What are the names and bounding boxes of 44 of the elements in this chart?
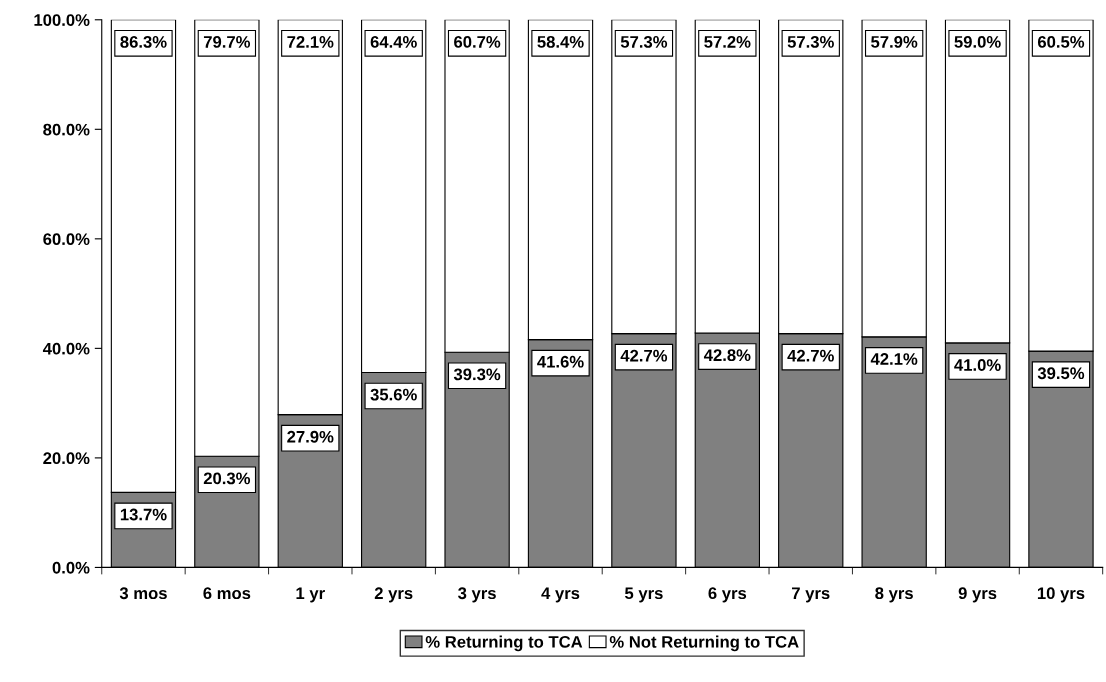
data-label: 13.7% bbox=[120, 508, 167, 521]
x-tick-label: 4 yrs bbox=[541, 587, 580, 603]
x-tick-label: 8 yrs bbox=[875, 587, 913, 603]
x-tick-label: 7 yrs bbox=[792, 587, 830, 603]
data-label: 58.4% bbox=[537, 36, 584, 48]
x-tick-label: 6 yrs bbox=[708, 587, 747, 603]
legend-label: % Returning to TCA bbox=[425, 635, 583, 652]
data-label: 57.9% bbox=[871, 36, 918, 48]
data-label: 57.3% bbox=[620, 36, 668, 48]
data-label: 39.5% bbox=[1037, 367, 1085, 380]
legend-label: % Not Returning to TCA bbox=[609, 635, 799, 652]
data-label: 20.3% bbox=[203, 472, 251, 485]
data-label: 42.7% bbox=[787, 349, 834, 362]
data-label: 86.3% bbox=[120, 36, 167, 48]
x-tick-label: 3 yrs bbox=[458, 587, 496, 603]
y-tick-label: 60.0% bbox=[43, 233, 90, 246]
data-label: 57.3% bbox=[787, 36, 834, 48]
data-label: 59.0% bbox=[954, 36, 1001, 48]
x-tick-label: 6 mos bbox=[203, 587, 251, 600]
x-tick-label: 10 yrs bbox=[1037, 587, 1085, 603]
data-label: 60.5% bbox=[1037, 36, 1085, 48]
y-tick-label: 80.0% bbox=[43, 123, 90, 136]
x-tick-label: 9 yrs bbox=[958, 587, 997, 603]
data-label: 79.7% bbox=[203, 36, 251, 48]
data-label: 41.6% bbox=[537, 355, 584, 368]
data-label: 72.1% bbox=[287, 36, 334, 48]
x-tick-label: 5 yrs bbox=[624, 587, 663, 603]
data-label: 60.7% bbox=[454, 36, 501, 48]
data-label: 64.4% bbox=[370, 36, 417, 48]
data-label: 41.0% bbox=[954, 359, 1001, 371]
y-tick-label: 40.0% bbox=[42, 342, 90, 355]
data-label: 42.1% bbox=[870, 353, 918, 365]
data-label: 39.3% bbox=[453, 368, 501, 381]
x-tick-label: 3 mos bbox=[119, 587, 167, 600]
data-label: 42.7% bbox=[620, 349, 668, 362]
x-tick-label: 2 yrs bbox=[374, 587, 413, 603]
data-label: 42.8% bbox=[703, 349, 751, 362]
y-tick-label: 0.0% bbox=[52, 561, 90, 574]
data-label: 27.9% bbox=[287, 430, 334, 443]
y-tick-label: 20.0% bbox=[43, 452, 90, 465]
data-label: 57.2% bbox=[704, 36, 751, 48]
y-tick-label: 100.0% bbox=[34, 14, 90, 26]
x-tick-label: 1 yr bbox=[296, 587, 325, 603]
data-label: 35.6% bbox=[370, 388, 417, 401]
